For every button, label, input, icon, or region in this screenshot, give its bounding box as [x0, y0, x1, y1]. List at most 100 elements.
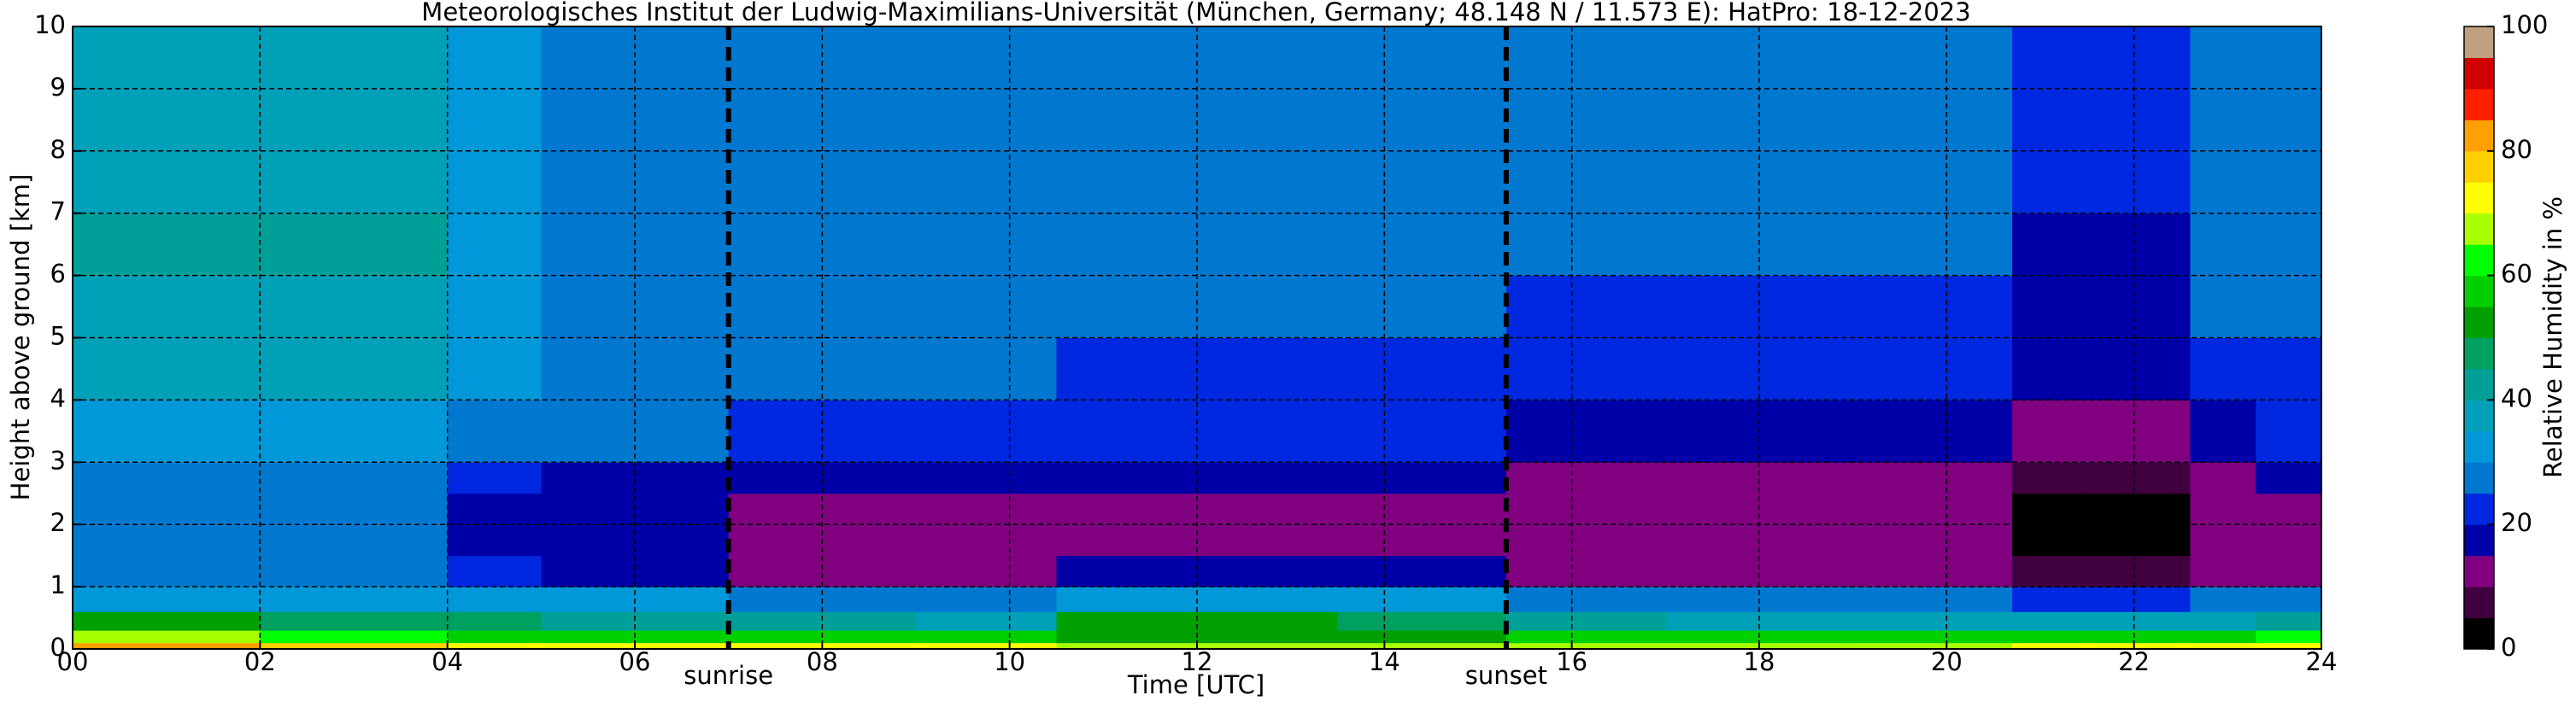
colorbar-band — [2464, 617, 2494, 650]
heatmap-cell — [916, 630, 1057, 644]
heatmap-cell — [2012, 275, 2088, 338]
heatmap-cell — [916, 275, 1057, 338]
heatmap-cell — [2012, 337, 2088, 400]
heatmap-cell — [447, 400, 542, 463]
heatmap-cell — [2086, 611, 2191, 631]
colorbar-tick-label: 80 — [2501, 135, 2532, 164]
heatmap-cell — [2256, 493, 2322, 525]
heatmap-cell — [1197, 555, 1338, 587]
heatmap-cell — [1337, 524, 1507, 557]
heatmap-cell — [2190, 275, 2256, 338]
heatmap-cell — [1852, 462, 2013, 494]
heatmap-cell — [1852, 524, 2013, 557]
heatmap-cell — [2256, 642, 2322, 650]
colorbar-band — [2464, 244, 2494, 277]
heatmap-cell — [1056, 555, 1198, 587]
heatmap-cell — [73, 524, 261, 557]
heatmap-cell — [1505, 555, 1666, 587]
heatmap-cell — [447, 630, 542, 644]
heatmap-cell — [2256, 462, 2322, 494]
x-tick-label: 18 — [1744, 647, 1775, 676]
heatmap-cell — [1505, 493, 1666, 525]
y-tick-label: 7 — [50, 197, 66, 226]
heatmap-cell — [73, 213, 261, 277]
heatmap-cell — [260, 493, 449, 525]
heatmap-cell — [2012, 587, 2088, 612]
heatmap-cell — [728, 611, 917, 631]
y-axis-label: Height above ground [km] — [6, 174, 35, 501]
colorbar-band — [2464, 368, 2494, 400]
colorbar-band — [2464, 555, 2494, 587]
heatmap-cell — [1056, 642, 1198, 650]
heatmap-cell — [2012, 462, 2088, 494]
heatmap-cell — [73, 462, 261, 494]
heatmap-cell — [2190, 493, 2256, 525]
heatmap-cell — [2086, 337, 2191, 400]
heatmap-cell — [73, 611, 261, 631]
heatmap-cell — [2086, 587, 2191, 612]
heatmap-cell — [1056, 400, 1198, 463]
heatmap-cell — [1197, 630, 1338, 644]
heatmap-cell — [73, 555, 261, 587]
heatmap-cell — [1197, 524, 1338, 557]
heatmap-cell — [73, 400, 261, 463]
colorbar-band — [2464, 337, 2494, 370]
heatmap-cell — [447, 642, 542, 650]
colorbar-band — [2464, 307, 2494, 338]
x-tick-label: 20 — [1931, 647, 1963, 676]
heatmap-cell — [2012, 400, 2088, 463]
heatmap-cell — [2190, 400, 2256, 463]
heatmap-cell — [2256, 337, 2322, 400]
y-tick-label: 10 — [34, 10, 66, 39]
heatmap-cell — [2190, 587, 2256, 612]
heatmap-cell — [1505, 213, 1666, 277]
heatmap-cell — [1852, 213, 2013, 277]
heatmap-cell — [2086, 150, 2191, 214]
colorbar-band — [2464, 587, 2494, 619]
colorbar-band — [2464, 430, 2494, 463]
x-tick-label: 06 — [619, 647, 651, 676]
heatmap-cell — [2012, 630, 2088, 644]
heatmap-cell — [1337, 337, 1507, 400]
y-tick-label: 9 — [50, 73, 66, 102]
heatmap-cell — [73, 150, 261, 214]
heatmap-cell — [916, 462, 1057, 494]
y-tick-label: 2 — [50, 508, 66, 537]
heatmap-cell — [447, 493, 542, 525]
heatmap-cell — [1505, 275, 1666, 338]
x-tick-label: 16 — [1556, 647, 1587, 676]
heatmap-cell — [2086, 400, 2191, 463]
heatmap-cell — [1056, 462, 1198, 494]
x-tick-label: 10 — [994, 647, 1025, 676]
x-tick-label: 12 — [1182, 647, 1213, 676]
heatmap-cell — [1665, 611, 1854, 631]
heatmap-cell — [260, 611, 449, 631]
heatmap-cell — [2190, 462, 2256, 494]
heatmap-cell — [260, 630, 449, 644]
heatmap-cell — [2190, 642, 2256, 650]
colorbar-band — [2464, 462, 2494, 494]
heatmap-cell — [2256, 524, 2322, 557]
heatmap-cell — [1056, 213, 1198, 277]
heatmap-cell — [2190, 555, 2256, 587]
colorbar-band — [2464, 524, 2494, 557]
heatmap-cell — [1197, 611, 1338, 631]
y-tick-label: 0 — [50, 633, 66, 662]
colorbar-tick-label: 40 — [2501, 383, 2532, 412]
heatmap-cell — [1056, 611, 1198, 631]
heatmap-cell — [260, 642, 449, 650]
heatmap-cell — [260, 587, 449, 612]
heatmap-cell — [260, 213, 449, 277]
heatmap-cell — [1852, 611, 2013, 631]
heatmap-cell — [916, 524, 1057, 557]
heatmap-cell — [447, 337, 542, 400]
heatmap-cell — [1852, 630, 2013, 644]
heatmap-cell — [2256, 587, 2322, 612]
heatmap-cell — [1337, 275, 1507, 338]
heatmap-cell — [1852, 275, 2013, 338]
heatmap-cell — [1197, 462, 1338, 494]
heatmap-cell — [1337, 611, 1507, 631]
colorbar-band — [2464, 182, 2494, 214]
heatmap-cell — [916, 587, 1057, 612]
